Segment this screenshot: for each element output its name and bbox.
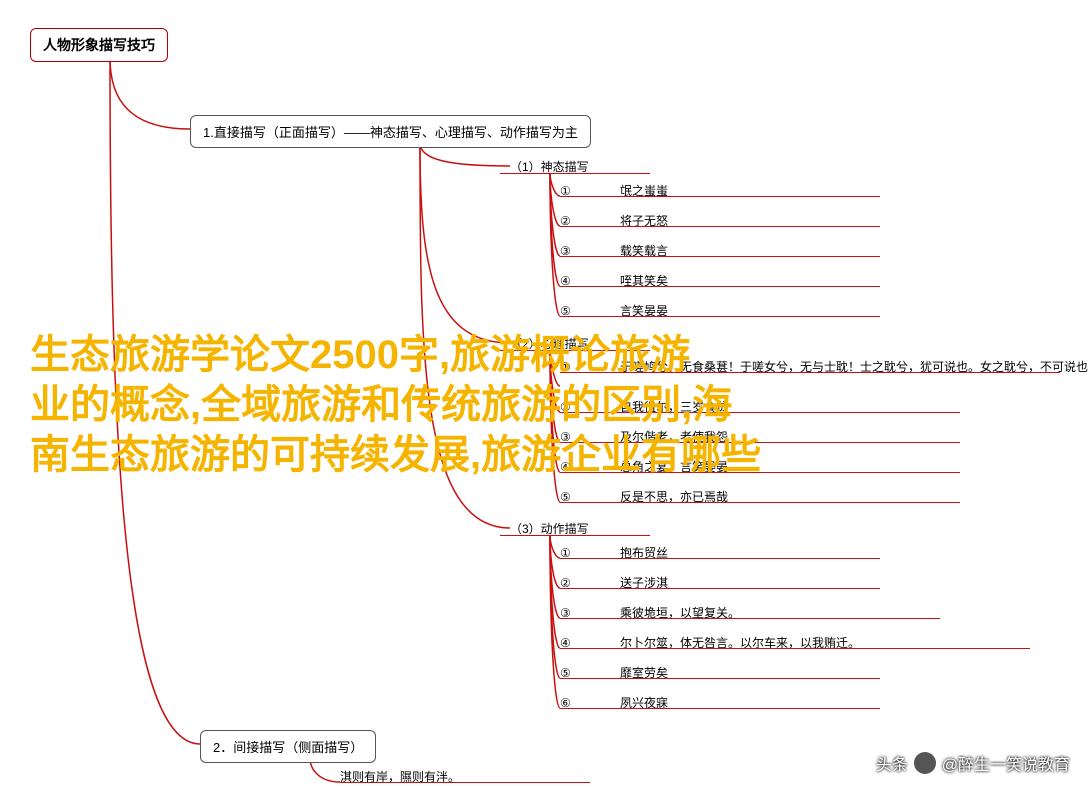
leaf-underline: [560, 286, 880, 287]
leaf-underline: [560, 558, 880, 559]
leaf-underline: [560, 372, 1060, 373]
branch-label: 2．间接描写（侧面描写）: [213, 740, 363, 755]
watermark-prefix: 头条: [876, 751, 908, 775]
leaf-underline: [560, 256, 880, 257]
leaf-underline: [340, 782, 590, 783]
leaf-underline: [560, 678, 880, 679]
branch-node-1[interactable]: 1.直接描写（正面描写）——神态描写、心理描写、动作描写为主: [190, 115, 591, 148]
leaf-underline: [560, 502, 960, 503]
sub-underline: [500, 173, 650, 174]
watermark: 头条 @醉生一笑说教育: [876, 751, 1070, 775]
watermark-text: @醉生一笑说教育: [942, 751, 1070, 775]
sub-underline: [500, 350, 650, 351]
leaf-underline: [560, 472, 960, 473]
sub-underline: [500, 535, 650, 536]
leaf-underline: [560, 648, 1030, 649]
root-label: 人物形象描写技巧: [43, 37, 155, 53]
avatar-icon: [914, 752, 936, 774]
leaf-underline: [560, 226, 880, 227]
leaf-underline: [560, 708, 880, 709]
root-node[interactable]: 人物形象描写技巧: [30, 28, 168, 62]
leaf-underline: [560, 412, 960, 413]
branch-label: 1.直接描写（正面描写）——神态描写、心理描写、动作描写为主: [203, 125, 578, 140]
branch-node-2[interactable]: 2．间接描写（侧面描写）: [200, 730, 376, 763]
leaf-underline: [560, 618, 940, 619]
leaf-underline: [560, 442, 960, 443]
leaf-underline: [560, 316, 880, 317]
leaf-underline: [560, 196, 880, 197]
leaf-underline: [560, 588, 880, 589]
